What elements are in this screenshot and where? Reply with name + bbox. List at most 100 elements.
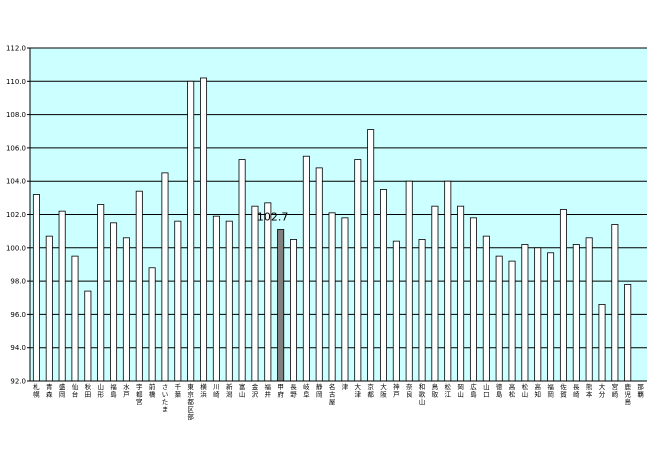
x-category-label: 松江 [445,382,452,399]
bar-43 [585,237,593,382]
y-tick-label: 96.0 [10,311,26,319]
x-category-label: 金沢 [252,382,259,399]
bar-30 [418,239,426,382]
bar-12 [187,80,195,382]
x-category-label: 徳島 [496,382,503,399]
bar-21 [302,155,310,382]
x-category-label: 水戸 [123,382,130,399]
bar-32 [444,180,452,382]
gridlines [30,47,647,349]
x-category-label: 那覇 [637,383,644,399]
x-category-label: 川崎 [213,383,220,399]
bar-6 [110,222,118,382]
bar-19 [277,229,285,382]
x-category-label: 京都 [367,382,374,399]
bar-4 [84,290,92,382]
bar-29 [405,180,413,382]
bar-2 [58,210,66,382]
x-category-label: 富山 [239,382,246,399]
x-axis-categories: 札幌青森盛岡仙台秋田山形福島水戸宇都宮前橋さいたま千葉東京都区部横浜川崎新潟富山… [33,382,644,421]
x-category-label: 仙台 [72,382,79,399]
x-category-label: 宮崎 [612,382,619,399]
bar-3 [71,255,79,382]
bar-7 [122,237,130,382]
y-tick-label: 112.0 [6,45,26,53]
x-category-label: 名古屋 [329,382,336,406]
y-tick-label: 110.0 [6,78,26,86]
x-category-label: 大津 [355,382,362,399]
bar-9 [148,267,156,382]
bar-46 [624,284,632,382]
x-category-label: 長野 [290,383,297,399]
y-tick-label: 102.0 [6,211,26,219]
x-category-label: 山形 [97,382,104,399]
x-category-label: 長崎 [573,383,580,399]
x-category-label: 宇都宮 [136,382,143,406]
x-category-label: 大分 [599,382,606,399]
y-tick-label: 92.0 [10,378,26,386]
bar-34 [469,217,477,382]
x-category-label: 静岡 [316,382,323,399]
x-category-label: 甲府 [277,383,284,399]
data-labels: 102.7 [257,210,289,223]
x-category-label: 前橋 [149,382,156,399]
x-category-label: 鳥取 [432,382,439,399]
y-tick-label: 100.0 [6,244,26,252]
x-category-label: 東京都区部 [187,382,194,421]
bar-45 [611,224,619,382]
x-category-label: 津 [342,383,349,391]
x-category-label: 岐阜 [303,382,310,399]
x-category-label: 横浜 [200,382,207,399]
x-category-label: 札幌 [33,382,40,399]
y-tick-label: 94.0 [10,344,26,352]
bar-31 [431,205,439,382]
x-category-label: さいたま [162,383,169,414]
bar-0 [32,194,40,382]
x-category-label: 山口 [483,382,490,399]
bar-33 [457,205,465,382]
bar-44 [598,304,606,382]
bar-23 [328,212,336,382]
x-category-label: 高知 [534,382,541,399]
x-category-label: 松山 [522,382,529,399]
bar-20 [290,239,298,382]
bar-41 [559,209,567,382]
x-category-label: 神戸 [393,382,400,399]
bar-38 [521,244,529,382]
bar-10 [161,172,169,382]
bar-8 [135,190,143,382]
bar-39 [534,247,542,382]
bar-40 [547,252,555,382]
bar-5 [97,204,105,382]
x-category-label: 福島 [110,382,117,399]
bar-17 [251,205,259,382]
bar-35 [482,235,490,382]
data-label: 102.7 [257,210,289,223]
x-category-label: 大阪 [380,382,387,399]
y-axis-ticks: 92.0 94.0 96.0 98.0 100.0 102.0 104.0 106.0 108.… [6,45,30,386]
bar-14 [212,215,220,382]
x-category-label: 盛岡 [59,382,66,399]
bar-27 [379,189,387,382]
bar-18 [264,202,272,382]
x-category-label: 秋田 [85,382,92,399]
x-category-label: 千葉 [175,382,182,399]
bar-37 [508,260,516,382]
x-category-label: 奈良 [406,382,413,399]
bar-16 [238,159,246,382]
bar-26 [367,129,375,382]
x-category-label: 和歌山 [419,382,426,406]
bar-1 [45,235,53,382]
bar-15 [225,220,233,382]
x-category-label: 岡山 [457,383,464,399]
x-category-label: 福岡 [547,382,554,399]
x-category-label: 青森 [46,382,53,399]
bar-24 [341,217,349,382]
x-category-label: 広島 [470,382,477,399]
x-category-label: 福井 [265,382,272,399]
bar-42 [572,244,580,382]
x-category-label: 熊本 [586,382,593,399]
x-category-label: 鹿児島 [624,382,631,406]
y-tick-label: 108.0 [6,111,26,119]
